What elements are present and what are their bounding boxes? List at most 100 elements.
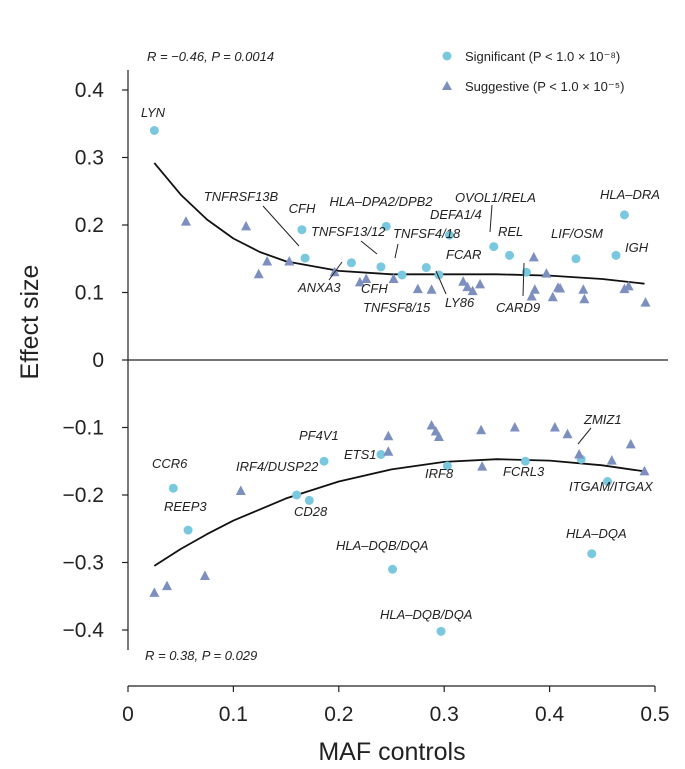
gene-label: CCR6 (152, 456, 188, 471)
gene-label: DEFA1/4 (430, 207, 482, 222)
gene-label: TNFSF4/18 (393, 226, 461, 241)
gene-label: HLA–DQB/DQA (380, 607, 472, 622)
significant-point (292, 490, 302, 500)
suggestive-point (180, 216, 191, 226)
suggestive-point (619, 283, 630, 294)
suggestive-point (639, 465, 650, 476)
suggestive-point (149, 587, 160, 597)
annotation-leader-line (577, 427, 592, 445)
gene-label: LY86 (445, 295, 475, 310)
significant-point (168, 483, 178, 493)
y-tick-label: −0.4 (63, 619, 105, 642)
legend-marker-significant (442, 51, 452, 61)
annotation-leader-line (360, 240, 378, 255)
suggestive-point (241, 220, 252, 231)
significant-point (149, 126, 159, 135)
gene-label: TNFSF13/12 (311, 224, 386, 239)
gene-label: LIF/OSM (551, 226, 603, 241)
significant-point (444, 230, 454, 240)
y-tick-label: −0.1 (63, 417, 104, 440)
suggestive-point (383, 446, 394, 456)
suggestive-point (549, 422, 560, 432)
fit-line (153, 458, 645, 567)
significant-point (520, 456, 530, 466)
axes: 0.4 0.3 0.2 0.1 0 −0.1 −0.2 −0.3 −0.4 0 0.1 0.2 0.3 0… (63, 70, 670, 726)
significant-point (346, 258, 356, 268)
gene-label: FCAR (446, 247, 481, 262)
x-tick-label: 0.1 (219, 703, 248, 726)
suggestive-point (547, 291, 558, 302)
suggestive-point (383, 430, 394, 441)
suggestive-point (579, 293, 590, 304)
gene-label: IRF4/DUSP22 (236, 459, 319, 474)
annotation-leader-line (522, 262, 525, 297)
significant-point (183, 525, 193, 535)
significant-point (388, 564, 398, 574)
suggestive-point (578, 284, 589, 294)
stat-lower: R = 0.38, P = 0.029 (145, 648, 257, 663)
significant-point (376, 262, 386, 272)
suggestive-point (529, 284, 540, 294)
gene-label: CFH (361, 281, 388, 296)
significant-point (300, 253, 310, 263)
suggestive-point (161, 580, 172, 591)
significant-point (442, 461, 452, 471)
gene-label: OVOL1/RELA (455, 190, 536, 205)
gene-label: CARD9 (496, 300, 540, 315)
gene-label: CD28 (294, 504, 328, 519)
gene-label: HLA–DQB/DQA (336, 538, 428, 553)
y-axis-title: Effect size (16, 265, 44, 380)
suggestive-point (433, 431, 444, 441)
suggestive-point (354, 276, 365, 287)
gene-label: HLA–DQA (566, 526, 627, 541)
suggestive-point (640, 297, 651, 307)
significant-point (611, 250, 621, 260)
suggestive-point (253, 268, 264, 279)
significant-point (381, 221, 391, 231)
suggestive-point (526, 291, 537, 301)
gene-label: TNFRSF13B (204, 189, 279, 204)
fit-lines (153, 162, 645, 567)
suggestive-point (476, 424, 487, 435)
legend-label-significant: Significant (P < 1.0 × 10⁻⁸) (465, 49, 620, 64)
suggestive-point (458, 276, 469, 286)
gene-label: REL (498, 224, 523, 239)
suggestive-point (574, 449, 585, 459)
suggestive-point (199, 570, 210, 580)
y-tick-label: 0.4 (75, 79, 105, 102)
suggestive-point (477, 461, 488, 471)
suggestive-point (623, 280, 634, 291)
x-tick-label: 0 (122, 703, 134, 726)
gene-label: ZMIZ1 (583, 412, 622, 427)
significant-point (571, 254, 581, 264)
suggestive-point (426, 419, 437, 430)
significant-point (603, 477, 613, 486)
suggestive-point (509, 422, 520, 432)
suggestive-point (388, 273, 399, 283)
gene-label: HLA–DPA2/DPB2 (329, 194, 433, 209)
suggestive-point (606, 455, 617, 465)
annotation-leader-line (328, 261, 343, 281)
x-axis-title: MAF controls (318, 738, 465, 766)
suggestive-point (475, 278, 486, 289)
gene-label: IGH (625, 240, 649, 255)
annotation-leader-line (489, 204, 493, 233)
annotation-leader-line (262, 205, 300, 247)
suggestive-point (235, 485, 246, 495)
y-tick-label: −0.3 (63, 552, 104, 575)
legend: Significant (P < 1.0 × 10⁻⁸) Suggestive … (442, 49, 624, 94)
significant-point (304, 495, 314, 505)
gene-label: ETS1 (344, 447, 377, 462)
significant-point (619, 210, 629, 220)
gene-label: FCRL3 (503, 464, 545, 479)
suggestive-point (284, 255, 295, 266)
fit-line (153, 162, 645, 285)
point-annotations: LYN TNFRSF13B CFH HLA–DPA2/DPB2 TNFSF13/12 TN… (141, 105, 660, 622)
suggestive-point (467, 285, 478, 296)
significant-point (421, 263, 431, 273)
annotation-leader-line (435, 270, 447, 295)
suggestive-point (555, 282, 566, 293)
significant-point (397, 270, 407, 280)
x-tick-label: 0.4 (535, 703, 565, 726)
